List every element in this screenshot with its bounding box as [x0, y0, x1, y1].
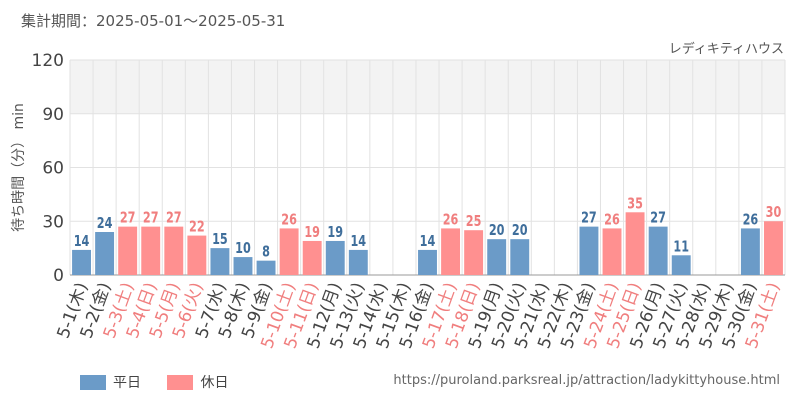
y-tick-label: 60 — [42, 159, 64, 179]
bar — [233, 257, 253, 275]
bar-value-label: 25 — [466, 214, 482, 231]
bar-value-label: 20 — [512, 223, 528, 240]
bar — [279, 228, 299, 275]
y-tick-label: 0 — [53, 266, 64, 286]
bar-value-label: 26 — [743, 212, 759, 229]
bar-value-label: 10 — [235, 241, 251, 258]
y-axis-title: 待ち時間（分） min — [11, 103, 27, 232]
bar — [348, 249, 368, 275]
bar-value-label: 19 — [327, 225, 343, 242]
bar — [625, 212, 645, 275]
bar-value-label: 8 — [262, 244, 270, 261]
y-tick-label: 30 — [42, 212, 64, 232]
bar-value-label: 27 — [143, 210, 159, 227]
bar — [256, 260, 276, 275]
legend: 平日 休日 — [80, 372, 250, 394]
y-tick-label: 90 — [42, 105, 64, 125]
bar — [187, 235, 207, 275]
bar — [95, 232, 115, 275]
bar — [464, 230, 484, 275]
bar-value-label: 20 — [489, 223, 505, 240]
legend-weekday-label: 平日 — [113, 375, 141, 391]
bar-value-label: 22 — [189, 219, 205, 236]
bar-value-label: 26 — [281, 212, 297, 229]
source-url: https://puroland.parksreal.jp/attraction… — [393, 373, 780, 388]
upper-band — [70, 60, 785, 114]
legend-holiday: 休日 — [167, 372, 228, 392]
bar-value-label: 14 — [74, 233, 90, 250]
bar-value-label: 35 — [627, 196, 643, 213]
bar-value-label: 26 — [443, 212, 459, 229]
legend-holiday-label: 休日 — [200, 375, 229, 391]
bar — [441, 228, 461, 275]
bar — [325, 240, 345, 275]
bar — [648, 226, 668, 275]
bar-value-label: 19 — [304, 225, 320, 242]
bar — [602, 228, 622, 275]
bar — [671, 255, 691, 275]
bar — [740, 228, 760, 275]
bar — [579, 226, 599, 275]
bar-value-label: 24 — [97, 216, 113, 233]
bar — [418, 249, 437, 275]
y-tick-label: 120 — [32, 51, 64, 71]
bar — [487, 239, 507, 275]
bar — [164, 226, 184, 275]
legend-weekday-swatch — [80, 374, 106, 390]
bar — [764, 221, 783, 275]
attraction-name: レディキティハウス — [668, 42, 784, 57]
bar — [72, 249, 91, 275]
period-label: 集計期間：2025-05-01～2025-05-31 — [21, 12, 286, 30]
bar-value-label: 11 — [673, 239, 689, 256]
bar — [141, 226, 161, 275]
legend-weekday: 平日 — [80, 372, 141, 392]
bar — [118, 226, 138, 275]
bar — [210, 248, 230, 275]
bar-value-label: 27 — [120, 210, 136, 227]
bar — [510, 239, 530, 275]
legend-holiday-swatch — [167, 374, 194, 390]
bar — [302, 240, 322, 275]
bar-value-label: 27 — [650, 210, 666, 227]
bar-value-label: 27 — [581, 210, 597, 227]
bar-value-label: 30 — [766, 205, 782, 222]
bar-value-label: 15 — [212, 232, 228, 249]
bar-value-label: 27 — [166, 210, 182, 227]
bar-value-label: 26 — [604, 212, 620, 229]
bar-value-label: 14 — [420, 233, 436, 250]
bar-value-label: 14 — [350, 233, 366, 250]
